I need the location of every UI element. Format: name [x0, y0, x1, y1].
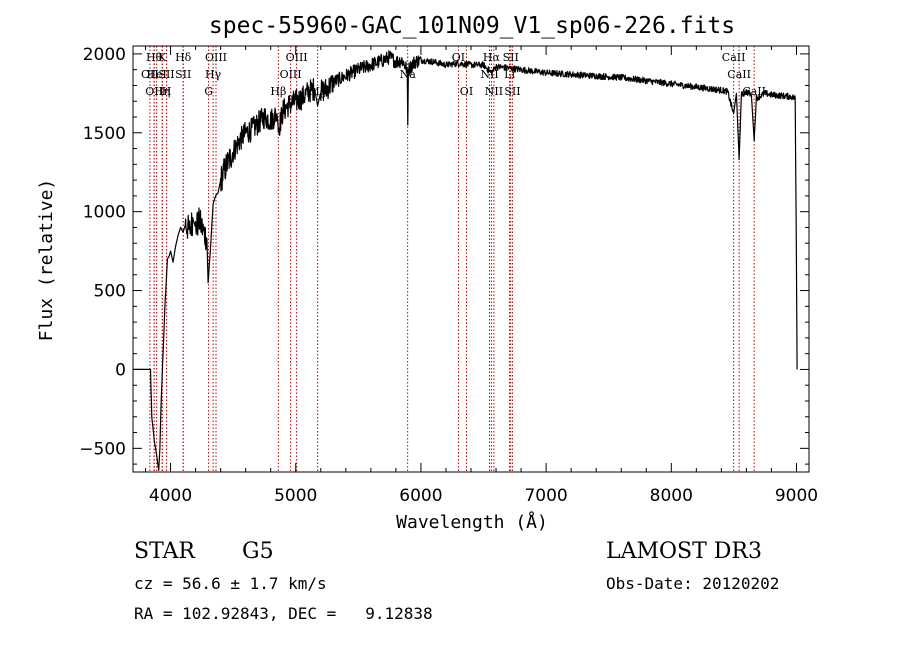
spectral-lines-layer [149, 46, 755, 472]
spectral-line-label: Mg [308, 85, 326, 98]
x-tick-label: 7000 [524, 486, 567, 506]
coordinates: RA = 102.92843, DEC = 9.12838 [134, 604, 433, 623]
y-tick-label: 1000 [83, 203, 126, 223]
redshift-velocity: cz = 56.6 ± 1.7 km/s [134, 574, 327, 593]
spectral-line-label: SII [503, 51, 519, 64]
object-subclass: G5 [242, 539, 274, 564]
spectral-line-label: HeI [146, 68, 166, 81]
x-tick-label: 5000 [274, 486, 317, 506]
spectral-line-label: CaII [722, 51, 746, 64]
spectral-line-label: OI [460, 85, 473, 98]
spectral-line-label: Hβ [270, 85, 286, 98]
y-tick-label: 1500 [83, 124, 126, 144]
spectral-line-label: SII [175, 68, 191, 81]
line-labels-layer: OIIHθOIIHeIKHηSIIHHδSIIGHγOIIIHβOIIIOIII… [141, 51, 766, 98]
spectral-line-label: CaII [727, 68, 751, 81]
spectral-line-label: OIII [205, 51, 227, 64]
y-tick-label: 2000 [83, 45, 126, 65]
spectral-line-label: Hη [154, 85, 170, 98]
spectral-line-label: H [162, 85, 172, 98]
y-tick-label: 0 [115, 360, 126, 380]
spectral-line-label: NII [480, 68, 498, 81]
x-tick-label: 9000 [775, 486, 818, 506]
spectral-line-label: Hδ [175, 51, 192, 64]
spectral-line-label: Na [400, 68, 417, 81]
chart-title: spec-55960-GAC_101N09_V1_sp06-226.fits [209, 13, 735, 39]
spectral-line-label: NII [485, 85, 503, 98]
spectral-line-label: OIII [286, 51, 308, 64]
spectral-line-label: Hθ [146, 51, 163, 64]
x-tick-label: 4000 [149, 486, 192, 506]
spectral-line-label: SII [158, 68, 174, 81]
y-axis-label: Flux (relative) [36, 179, 57, 342]
spectral-line-label: SII [504, 85, 520, 98]
y-tick-label: 500 [94, 282, 126, 302]
observation-date: Obs-Date: 20120202 [606, 574, 780, 593]
spectral-line-label: OII [141, 68, 159, 81]
spectral-line-label: G [204, 85, 213, 98]
spectral-line-label: OI [452, 51, 465, 64]
spectral-line-label: Li [504, 68, 515, 81]
spectral-line-label: OII [145, 85, 163, 98]
spectral-line-label: Hγ [205, 68, 222, 81]
y-tick-label: −500 [79, 439, 126, 459]
spectral-line-label: CaII [742, 85, 766, 98]
x-tick-label: 8000 [650, 486, 693, 506]
x-axis-label: Wavelength (Å) [396, 511, 548, 533]
object-class: STAR [134, 539, 195, 564]
plot-frame [132, 45, 810, 473]
axes-layer: 4000 5000 6000 7000 8000 9000 −500 0 500 1000 1500… [79, 45, 818, 506]
spectral-line-label: Hα [483, 51, 501, 64]
spectral-line-label: OIII [280, 68, 302, 81]
spectral-line-label: K [158, 51, 167, 64]
x-tick-label: 6000 [399, 486, 442, 506]
spectrum-layer [132, 50, 798, 471]
spectrum-line [132, 50, 798, 471]
survey-name: LAMOST DR3 [606, 539, 762, 564]
